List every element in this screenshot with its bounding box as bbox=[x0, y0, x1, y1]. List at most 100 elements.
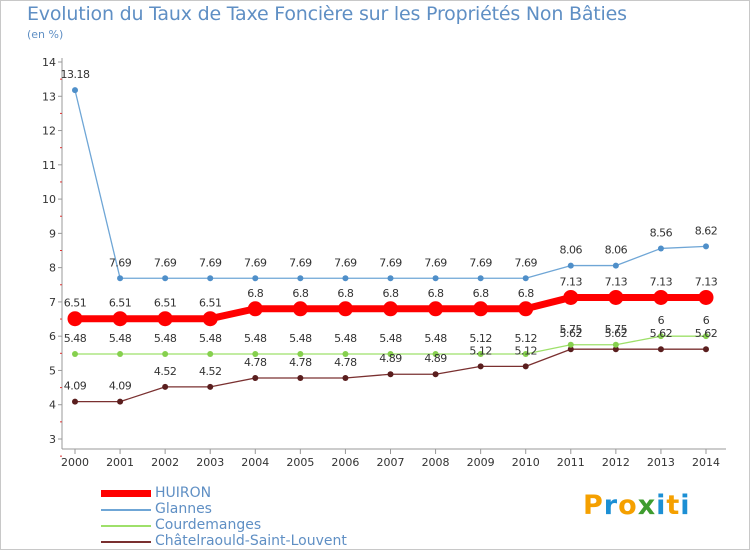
data-point bbox=[612, 346, 619, 353]
data-label: 5.48 bbox=[244, 332, 267, 345]
data-label: 5.62 bbox=[605, 327, 628, 340]
data-label: 5.48 bbox=[199, 332, 222, 345]
data-label: 5.12 bbox=[469, 344, 492, 357]
data-point bbox=[297, 374, 304, 381]
data-point bbox=[207, 383, 214, 390]
data-label: 13.18 bbox=[61, 68, 90, 81]
data-label: 7.13 bbox=[560, 275, 583, 288]
chart-legend: HUIRON Glannes Courdemanges Châtelraould-Sa… bbox=[101, 485, 401, 550]
data-point bbox=[72, 398, 78, 405]
x-tick-label: 2012 bbox=[602, 456, 630, 469]
data-label: 5.12 bbox=[469, 332, 492, 345]
y-tick-label: 8 bbox=[49, 262, 56, 275]
data-label: 8.62 bbox=[695, 224, 718, 237]
data-point bbox=[297, 275, 304, 282]
proxiti-logo: Proxiti bbox=[583, 490, 691, 521]
logo-letter: i bbox=[680, 490, 691, 521]
data-label: 8.06 bbox=[605, 244, 628, 257]
data-label: 6.51 bbox=[64, 297, 87, 310]
data-point bbox=[207, 351, 214, 358]
y-tick-label: 3 bbox=[49, 433, 56, 446]
data-point bbox=[202, 311, 218, 327]
unit-label: (en %) bbox=[27, 28, 64, 41]
data-point bbox=[522, 275, 529, 282]
data-point bbox=[567, 341, 574, 348]
data-label: 7.69 bbox=[199, 256, 222, 269]
data-label: 6.51 bbox=[109, 297, 132, 310]
data-label: 7.69 bbox=[379, 256, 402, 269]
y-tick-label: 5 bbox=[49, 364, 56, 377]
data-point bbox=[387, 371, 394, 378]
data-label: 5.48 bbox=[424, 332, 447, 345]
data-label: 7.13 bbox=[695, 275, 718, 288]
data-label: 5.62 bbox=[560, 327, 583, 340]
data-label: 4.52 bbox=[199, 365, 222, 378]
data-label: 6.8 bbox=[247, 287, 263, 300]
data-point bbox=[337, 301, 353, 317]
data-label: 4.09 bbox=[109, 380, 132, 393]
data-label: 5.62 bbox=[650, 327, 673, 340]
x-tick-label: 2010 bbox=[512, 456, 540, 469]
data-point bbox=[657, 245, 664, 252]
x-tick-label: 2004 bbox=[241, 456, 269, 469]
data-label: 8.06 bbox=[560, 244, 583, 257]
chart-title: Evolution du Taux de Taxe Foncière sur l… bbox=[27, 3, 627, 25]
data-point bbox=[477, 351, 484, 358]
data-point bbox=[477, 275, 484, 282]
x-tick-label: 2003 bbox=[196, 456, 224, 469]
data-point bbox=[473, 301, 489, 317]
data-label: 6.51 bbox=[154, 297, 177, 310]
data-point bbox=[432, 371, 439, 378]
x-tick-label: 2011 bbox=[557, 456, 585, 469]
data-point bbox=[567, 262, 574, 269]
data-label: 5.48 bbox=[154, 332, 177, 345]
data-point bbox=[432, 275, 439, 282]
legend-swatch bbox=[101, 490, 151, 497]
data-point bbox=[657, 333, 664, 340]
data-label: 7.69 bbox=[109, 256, 132, 269]
data-point bbox=[703, 243, 709, 250]
data-label: 4.09 bbox=[64, 380, 87, 393]
data-point bbox=[518, 301, 534, 317]
data-label: 4.78 bbox=[289, 356, 312, 369]
data-point bbox=[207, 275, 214, 282]
data-point bbox=[342, 351, 349, 358]
x-tick-label: 2006 bbox=[331, 456, 359, 469]
data-label: 4.78 bbox=[244, 356, 267, 369]
data-point bbox=[703, 333, 709, 340]
logo-letter: t bbox=[666, 490, 681, 521]
data-label: 5.75 bbox=[605, 323, 628, 336]
data-label: 7.69 bbox=[424, 256, 447, 269]
data-point bbox=[117, 275, 124, 282]
legend-swatch bbox=[101, 509, 151, 511]
data-label: 5.12 bbox=[514, 344, 537, 357]
data-label: 7.69 bbox=[244, 256, 267, 269]
data-label: 6.8 bbox=[337, 287, 353, 300]
data-label: 5.48 bbox=[289, 332, 312, 345]
x-tick-label: 2000 bbox=[61, 456, 89, 469]
data-point bbox=[387, 351, 394, 358]
data-label: 6.8 bbox=[473, 287, 489, 300]
data-point bbox=[612, 262, 619, 269]
legend-item: Châtelraould-Saint-Louvent bbox=[101, 533, 401, 550]
data-label: 5.12 bbox=[514, 332, 537, 345]
data-label: 6.8 bbox=[383, 287, 399, 300]
data-point bbox=[157, 311, 173, 327]
y-tick-label: 10 bbox=[42, 193, 56, 206]
data-label: 7.69 bbox=[334, 256, 357, 269]
data-label: 4.78 bbox=[334, 356, 357, 369]
data-point bbox=[653, 289, 669, 305]
data-point bbox=[522, 351, 529, 358]
data-point bbox=[383, 301, 398, 317]
data-point bbox=[72, 351, 78, 358]
legend-item: Glannes bbox=[101, 501, 401, 518]
data-label: 8.56 bbox=[650, 226, 673, 239]
legend-swatch bbox=[101, 541, 151, 543]
y-tick-label: 4 bbox=[49, 399, 56, 412]
legend-label: Glannes bbox=[155, 501, 212, 517]
data-point bbox=[112, 311, 128, 327]
data-point bbox=[567, 346, 574, 353]
legend-item: HUIRON bbox=[101, 485, 401, 502]
y-tick-label: 14 bbox=[42, 56, 56, 69]
